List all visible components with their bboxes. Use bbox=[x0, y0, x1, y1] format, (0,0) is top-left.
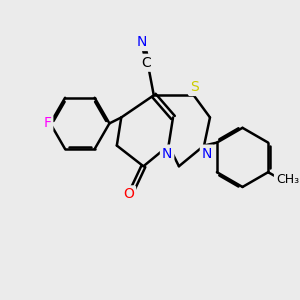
Text: N: N bbox=[202, 146, 212, 161]
Text: N: N bbox=[162, 146, 172, 161]
Text: CH₃: CH₃ bbox=[276, 173, 299, 186]
Text: C: C bbox=[142, 56, 151, 70]
Text: N: N bbox=[137, 35, 147, 49]
Text: O: O bbox=[123, 188, 134, 201]
Text: F: F bbox=[43, 116, 51, 130]
Text: S: S bbox=[190, 80, 199, 94]
